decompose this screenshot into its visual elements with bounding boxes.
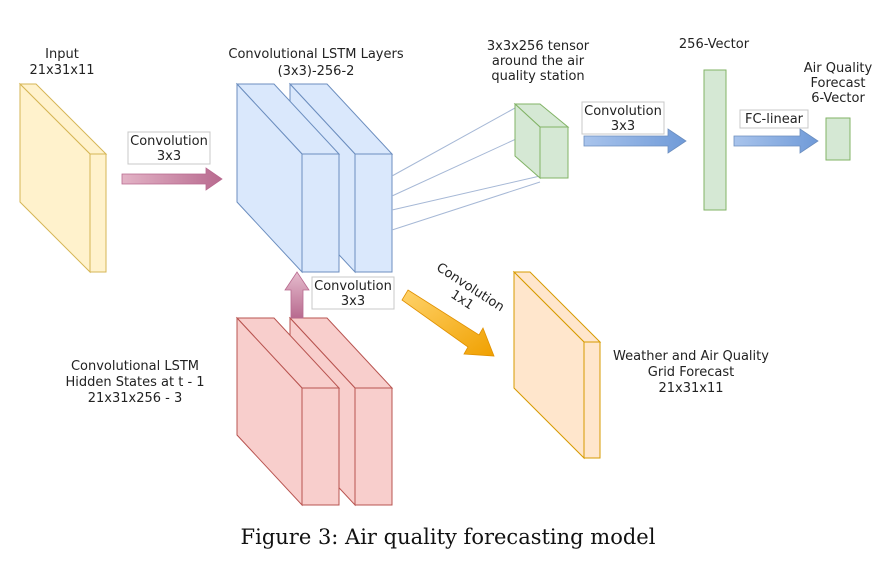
conv-c-label-1: Convolution xyxy=(584,104,662,119)
weather-grid-block xyxy=(512,270,602,460)
conv-b-label-2: 3x3 xyxy=(341,294,365,309)
convlstm-label-1: Convolutional LSTM Layers xyxy=(228,47,403,62)
weather-label-1: Weather and Air Quality xyxy=(613,349,769,364)
conv-b-label-box xyxy=(311,276,395,310)
convlstm-label-2: (3x3)-256-2 xyxy=(278,64,355,79)
fc-linear-label: FC-linear xyxy=(745,112,804,127)
input-label-2: 21x31x11 xyxy=(29,63,94,78)
fc-linear-label-box xyxy=(739,109,809,129)
conv-b-label-1: Convolution xyxy=(314,279,392,294)
conv-1x1-arrow xyxy=(401,289,495,357)
hidden-state-up-arrow xyxy=(284,271,310,319)
weather-label-3: 21x31x11 xyxy=(658,381,723,396)
conv-a-label-1: Convolution xyxy=(130,134,208,149)
conv-a-label-2: 3x3 xyxy=(157,149,181,164)
input-conv-arrow xyxy=(121,167,223,191)
figure-caption: Figure 3: Air quality forecasting model xyxy=(241,525,656,549)
weather-label-2: Grid Forecast xyxy=(648,365,734,380)
input-label-1: Input xyxy=(45,47,79,62)
hidden-label-1: Convolutional LSTM xyxy=(71,359,199,374)
input-block xyxy=(18,82,108,274)
aq-label-1: Air Quality xyxy=(804,61,873,76)
aq-label-2: Forecast xyxy=(810,76,865,91)
vector-256-bar xyxy=(703,69,727,211)
forecast-6-vector-bar xyxy=(825,117,851,161)
tensor-label-3: quality station xyxy=(491,69,584,84)
tensor-cube xyxy=(513,102,570,180)
tensor-projection-lines xyxy=(391,107,541,231)
tensor-conv-arrow xyxy=(583,128,687,154)
tensor-label-2: around the air xyxy=(492,54,585,69)
hidden-label-3: 21x31x256 - 3 xyxy=(88,391,183,406)
conv-c-label-2: 3x3 xyxy=(611,119,635,134)
conv-c-label-box xyxy=(581,101,665,135)
aq-label-3: 6-Vector xyxy=(811,91,865,106)
hidden-label-2: Hidden States at t - 1 xyxy=(65,375,204,390)
convlstm-layer-1 xyxy=(235,82,341,274)
vector256-label: 256-Vector xyxy=(679,37,750,52)
conv-a-label-box xyxy=(127,131,211,165)
tensor-label-1: 3x3x256 tensor xyxy=(487,39,590,54)
fc-linear-arrow xyxy=(733,128,819,154)
hidden-state-1 xyxy=(235,316,341,507)
